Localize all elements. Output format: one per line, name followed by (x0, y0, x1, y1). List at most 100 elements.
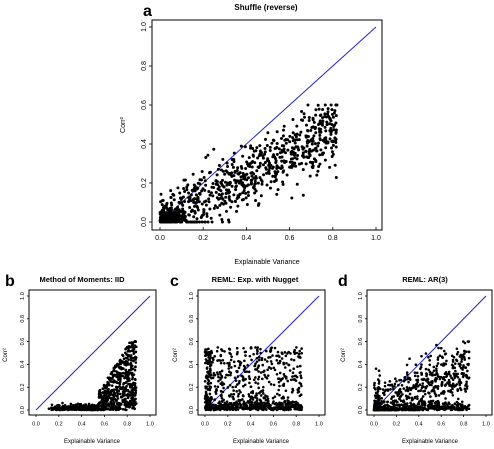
scatter-point (110, 377, 114, 380)
scatter-point (211, 356, 215, 360)
scatter-point (129, 354, 133, 357)
scatter-point (203, 379, 207, 383)
scatter-point (423, 404, 427, 407)
scatter-point (282, 128, 286, 132)
x-tick-label: 0.8 (123, 422, 131, 428)
scatter-point (222, 386, 225, 390)
scatter-point (375, 394, 379, 397)
scatter-point (280, 351, 284, 354)
scatter-point (308, 174, 312, 178)
scatter-point (298, 349, 302, 353)
x-tick-label: 0.8 (328, 235, 338, 242)
scatter-point (386, 388, 390, 391)
scatter-point (278, 393, 281, 397)
scatter-point (210, 220, 214, 224)
y-tick-label: 0.4 (189, 361, 195, 369)
scatter-point (204, 156, 208, 160)
scatter-point (249, 144, 253, 148)
scatter-point (206, 220, 210, 224)
scatter-point (162, 209, 166, 213)
scatter-point (166, 208, 170, 212)
scatter-point (404, 389, 408, 392)
scatter-point (254, 376, 257, 379)
scatter-point (292, 147, 296, 151)
scatter-point (255, 405, 259, 409)
scatter-point (239, 175, 243, 179)
scatter-point (435, 385, 438, 388)
scatter-point (465, 385, 469, 388)
scatter-point (196, 208, 200, 212)
scatter-point (263, 396, 267, 400)
scatter-point (284, 366, 287, 369)
scatter-point (291, 371, 295, 375)
scatter-point (307, 119, 311, 123)
scatter-point (451, 378, 455, 381)
scatter-point (414, 383, 418, 386)
scatter-point (318, 162, 322, 166)
scatter-point (128, 341, 131, 345)
scatter-point (235, 390, 238, 393)
scatter-point (284, 402, 288, 406)
scatter-point (159, 192, 163, 196)
scatter-point (247, 156, 251, 160)
scatter-point (271, 396, 275, 400)
scatter-point (400, 408, 404, 412)
y-tick-label: 0.4 (141, 139, 148, 149)
scatter-point (301, 151, 305, 155)
scatter-point (455, 347, 459, 351)
scatter-point (118, 382, 122, 386)
scatter-point (262, 173, 266, 177)
scatter-point (230, 355, 233, 358)
scatter-point (204, 358, 208, 361)
scatter-point (295, 182, 299, 186)
scatter-point (258, 176, 262, 180)
reference-line-c (204, 295, 320, 411)
scatter-point (309, 129, 313, 133)
scatter-point (298, 364, 302, 368)
scatter-point (323, 125, 327, 129)
scatter-point (416, 384, 419, 388)
scatter-point (211, 194, 215, 198)
scatter-point (258, 144, 262, 148)
scatter-point (413, 371, 417, 374)
scatter-point (264, 375, 267, 379)
scatter-point (193, 184, 197, 188)
scatter-point (237, 195, 241, 199)
scatter-point (310, 125, 314, 129)
scatter-point (293, 141, 297, 145)
scatter-point (261, 405, 265, 409)
scatter-point (443, 384, 447, 387)
scatter-point (208, 401, 212, 404)
scatter-point (209, 405, 212, 409)
plot-frame-a (151, 19, 383, 231)
scatter-point (462, 340, 465, 343)
scatter-point (417, 401, 421, 405)
scatter-point (255, 352, 259, 355)
scatter-point (220, 220, 224, 224)
scatter-point (332, 128, 336, 132)
x-tick-label: 0.0 (32, 422, 40, 428)
scatter-point (298, 133, 302, 137)
scatter-point (187, 213, 191, 217)
scatter-point (115, 375, 119, 378)
scatter-point (116, 394, 119, 398)
scatter-point (195, 200, 199, 204)
scatter-point (397, 403, 401, 407)
scatter-point (242, 405, 246, 409)
scatter-point (230, 162, 234, 166)
scatter-point (208, 171, 212, 175)
scatter-point (229, 371, 233, 375)
scatter-point (180, 202, 184, 206)
scatter-point (124, 408, 128, 412)
scatter-point (311, 139, 315, 143)
scatter-point (84, 403, 87, 406)
scatter-point (413, 395, 417, 399)
scatter-point (317, 141, 321, 145)
scatter-point (266, 368, 269, 372)
scatter-point (447, 372, 451, 376)
scatter-point (133, 394, 137, 397)
scatter-point (297, 355, 300, 358)
scatter-point (118, 384, 121, 388)
scatter-point (450, 363, 454, 367)
scatter-point (213, 408, 217, 412)
